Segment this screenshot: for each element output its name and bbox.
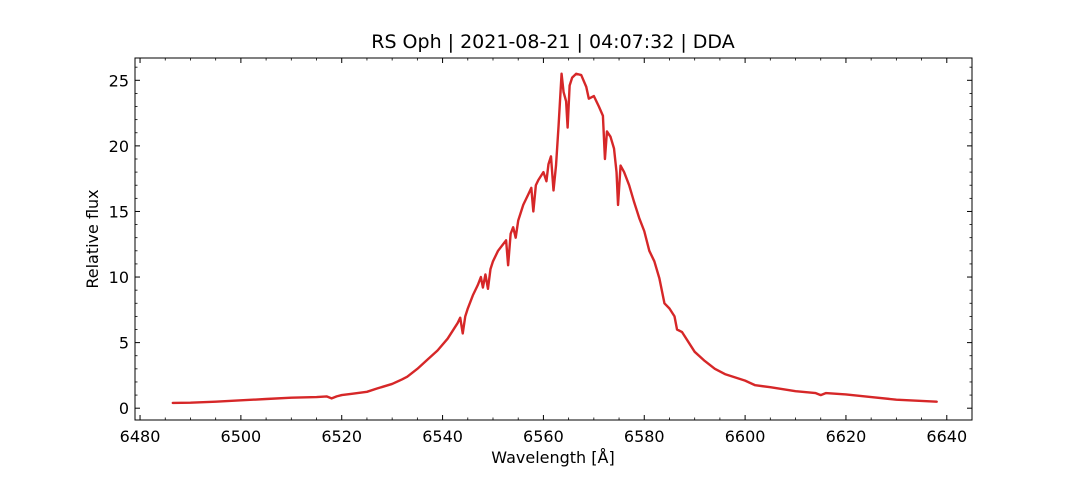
x-tick-label: 6540	[422, 427, 463, 446]
plot-area: 6480 6500 6520 6540 6560 6580 6600 6620 6640 0 5 10…	[109, 57, 973, 446]
x-tick-label: 6620	[826, 427, 867, 446]
plot-frame	[134, 57, 973, 421]
y-tick-label: 0	[119, 399, 129, 418]
chart-title: RS Oph | 2021-08-21 | 04:07:32 | DDA	[371, 31, 734, 53]
x-tick-label: 6500	[221, 427, 262, 446]
x-axis-label: Wavelength [Å]	[491, 448, 614, 467]
y-axis-label: Relative flux	[83, 189, 102, 288]
x-tick-label: 6600	[725, 427, 766, 446]
y-tick-label: 20	[109, 137, 129, 156]
y-tick-label: 15	[109, 202, 129, 221]
y-tick-label: 10	[109, 268, 129, 287]
x-tick-label: 6520	[321, 427, 362, 446]
x-tick-label: 6560	[523, 427, 564, 446]
x-tick-label: 6640	[926, 427, 967, 446]
series-line-0	[171, 72, 938, 405]
x-tick-label: 6580	[624, 427, 665, 446]
y-tick-label: 25	[109, 71, 129, 90]
y-tick-label: 5	[119, 334, 129, 353]
x-tick-label: 6480	[120, 427, 161, 446]
